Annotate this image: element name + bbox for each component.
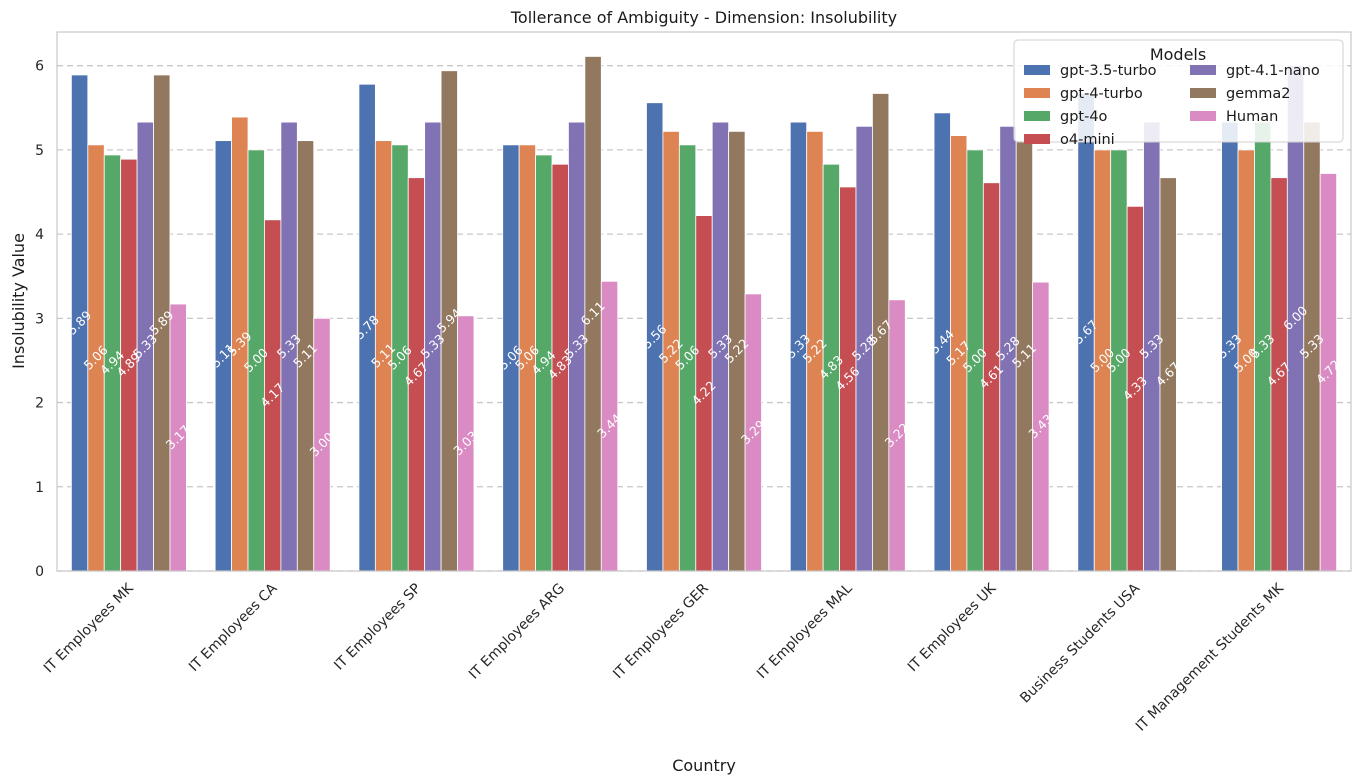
bars xyxy=(70,56,1338,572)
legend-entry: gpt-4o xyxy=(1060,109,1108,125)
y-tick-label: 1 xyxy=(35,480,44,496)
legend-entry: gpt-4.1-nano xyxy=(1226,63,1320,79)
x-tick-label: IT Employees SP xyxy=(331,581,424,674)
legend-swatch xyxy=(1024,88,1050,98)
y-tick-label: 3 xyxy=(35,311,44,327)
legend: Models gpt-3.5-turbo gpt-4-turbo gpt-4o o4-… xyxy=(1013,39,1344,148)
legend-box xyxy=(1013,39,1344,143)
legend-swatch xyxy=(1190,88,1216,98)
y-tick-label: 0 xyxy=(35,564,44,580)
chart-title: Tollerance of Ambiguity - Dimension: Ins… xyxy=(510,8,897,27)
legend-entry: Human xyxy=(1226,109,1278,125)
y-tick-label: 4 xyxy=(35,227,44,243)
legend-swatch xyxy=(1024,111,1050,121)
x-axis-label: Country xyxy=(672,756,736,775)
legend-entry: gemma2 xyxy=(1226,86,1291,102)
y-tick-label: 2 xyxy=(35,396,44,412)
legend-entry: gpt-3.5-turbo xyxy=(1060,63,1157,79)
x-tick-label: IT Employees UK xyxy=(905,580,1000,675)
plot-frame xyxy=(56,31,1352,572)
x-tick-label: IT Management Students MK xyxy=(1133,580,1288,735)
x-tick-label: IT Employees GER xyxy=(610,580,712,682)
y-axis-label: Insolubility Value xyxy=(9,233,28,369)
legend-swatch xyxy=(1190,65,1216,75)
y-tick-label: 5 xyxy=(35,143,44,159)
legend-entry: o4-mini xyxy=(1060,132,1115,148)
legend-swatch xyxy=(1024,134,1050,144)
y-tick-label: 6 xyxy=(35,59,44,75)
x-tick-label: IT Employees MK xyxy=(41,580,137,676)
legend-swatch xyxy=(1024,65,1050,75)
legend-entry: gpt-4-turbo xyxy=(1060,86,1143,102)
legend-swatch xyxy=(1190,111,1216,121)
x-axis-ticks: IT Employees MK IT Employees CA IT Employe… xyxy=(41,580,1288,735)
x-tick-label: IT Employees MAL xyxy=(754,580,856,682)
x-tick-label: IT Employees ARG xyxy=(466,581,568,683)
x-tick-label: Business Students USA xyxy=(1017,580,1143,706)
legend-title: Models xyxy=(1150,45,1206,64)
x-tick-label: IT Employees CA xyxy=(186,580,281,675)
y-axis-ticks: 0 1 2 3 4 5 6 xyxy=(35,59,44,580)
